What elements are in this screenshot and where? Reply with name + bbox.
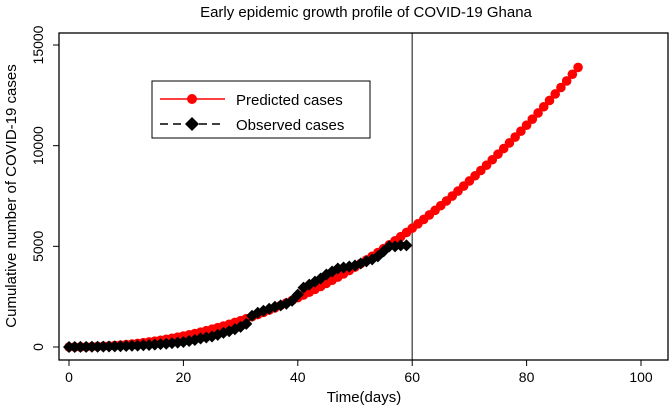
legend: Predicted cases Observed cases: [151, 80, 371, 139]
predicted-point: [550, 89, 560, 99]
observed-point: [291, 288, 304, 301]
predicted-point: [521, 120, 532, 130]
observed-point: [246, 309, 259, 322]
predicted-point: [533, 108, 543, 118]
observed-point: [400, 239, 413, 252]
x-tick-label: 100: [629, 369, 653, 385]
predicted-point: [561, 76, 572, 86]
x-tick-label: 60: [404, 369, 420, 385]
y-tick-label: 5000: [30, 231, 46, 262]
predicted-point: [516, 126, 526, 137]
x-tick-label: 80: [519, 369, 535, 385]
x-axis-label: Time(days): [327, 389, 401, 406]
legend-box: [151, 80, 371, 139]
legend-label-observed: Observed cases: [236, 117, 344, 134]
x-tick-label: 40: [290, 369, 306, 385]
chart-title: Early epidemic growth profile of COVID-1…: [200, 4, 532, 21]
y-tick-label: 10000: [30, 126, 46, 165]
predicted-point: [573, 62, 583, 73]
y-axis-label: Cumulative number of COVID-19 cases: [3, 64, 20, 327]
predicted-point: [567, 69, 578, 80]
predicted-point: [544, 95, 555, 106]
x-tick-label: 0: [65, 369, 73, 385]
legend-label-predicted: Predicted cases: [236, 92, 343, 109]
predicted-point: [538, 101, 549, 112]
predicted-point: [527, 114, 538, 124]
legend-marker-predicted: [187, 94, 197, 104]
y-tick-label: 0: [30, 343, 46, 351]
legend-marker-observed: [185, 117, 199, 131]
y-tick-label: 15000: [30, 25, 46, 64]
observed-point: [240, 317, 253, 330]
x-tick-label: 20: [176, 369, 192, 385]
predicted-point: [556, 82, 566, 93]
observed-point: [360, 255, 373, 268]
plot-frame: [58, 32, 669, 361]
